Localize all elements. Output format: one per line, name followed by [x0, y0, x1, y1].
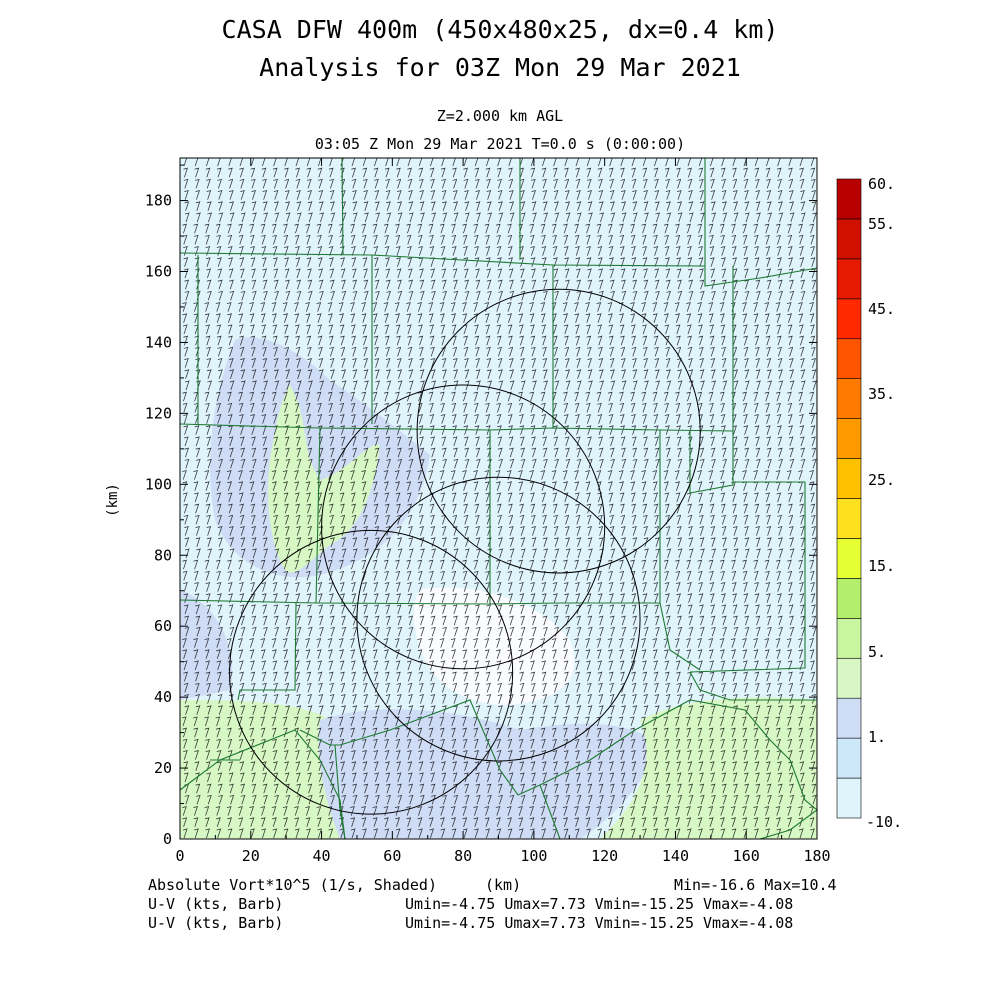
- county-line: [334, 744, 346, 839]
- y-axis-label: (km): [104, 483, 121, 517]
- x-tick-label: 160: [733, 847, 760, 865]
- level-label: Z=2.000 km AGL: [436, 107, 564, 125]
- y-tick-label: 140: [145, 333, 172, 351]
- colorbar: 60. 55. 45. 35. 25. 15. 5. 1. -10.: [836, 175, 902, 831]
- colorbar-label: 25.: [868, 471, 895, 489]
- y-tick-label: 100: [145, 475, 172, 493]
- vorticity-green-region-se: [600, 697, 817, 839]
- x-tick-label: 140: [662, 847, 689, 865]
- vorticity-blue-region-south: [318, 709, 660, 839]
- county-line: [341, 158, 344, 256]
- x-axis-ticks: 0 20 40 60 80 100 120 140 160 180: [175, 158, 831, 865]
- colorbar-label: 45.: [868, 300, 895, 318]
- colorbar-label: -10.: [866, 813, 902, 831]
- colorbar-label: 60.: [868, 175, 895, 193]
- valid-time-label: 03:05 Z Mon 29 Mar 2021 T=0.0 s (0:00:00…: [314, 135, 686, 153]
- county-line: [180, 423, 734, 432]
- colorbar-swatch: [836, 697, 862, 739]
- y-tick-label: 120: [145, 404, 172, 422]
- colorbar-swatch: [836, 338, 862, 379]
- vector2-name: U-V (kts, Barb): [148, 914, 284, 932]
- wind-barb-field: [181, 158, 817, 839]
- y-tick-label: 60: [154, 617, 172, 635]
- vorticity-blue-region-nw: [210, 337, 430, 578]
- field-name-label: Absolute Vort*10^5 (1/s, Shaded): [148, 876, 437, 894]
- x-tick-label: 40: [313, 847, 331, 865]
- y-tick-label: 0: [163, 830, 172, 848]
- radar-range-ring: [356, 476, 641, 762]
- radar-range-ring: [321, 384, 606, 670]
- y-tick-label: 40: [154, 688, 172, 706]
- x-tick-label: 60: [383, 847, 401, 865]
- county-line: [689, 481, 806, 673]
- colorbar-swatch: [836, 418, 862, 459]
- x-tick-label: 120: [591, 847, 618, 865]
- colorbar-swatch: [836, 657, 862, 699]
- county-line: [689, 671, 817, 701]
- vector2-stats: Umin=-4.75 Umax=7.73 Vmin=-15.25 Vmax=-4…: [405, 914, 794, 932]
- county-line: [689, 266, 734, 494]
- county-line: [539, 784, 561, 839]
- colorbar-swatch: [836, 258, 862, 300]
- colorbar-label: 55.: [868, 215, 895, 233]
- y-tick-label: 180: [145, 192, 172, 210]
- vector1-stats: Umin=-4.75 Umax=7.73 Vmin=-15.25 Vmax=-4…: [405, 895, 794, 913]
- chart-title: CASA DFW 400m (450x480x25, dx=0.4 km): [221, 15, 779, 44]
- colorbar-label: 5.: [868, 643, 886, 661]
- vorticity-green-blob-north: [268, 385, 380, 573]
- x-tick-label: 20: [242, 847, 260, 865]
- minmax-label: Min=-16.6 Max=10.4: [674, 876, 837, 894]
- y-tick-label: 80: [154, 546, 172, 564]
- radar-range-ring: [229, 529, 514, 815]
- county-line: [659, 430, 701, 671]
- county-line: [237, 602, 297, 701]
- colorbar-swatch: [836, 618, 862, 659]
- colorbar-label: 15.: [868, 557, 895, 575]
- colorbar-swatch: [836, 178, 862, 220]
- colorbar-swatch: [836, 298, 862, 340]
- county-line: [759, 809, 817, 839]
- x-tick-label: 0: [175, 847, 184, 865]
- vorticity-green-region-sw: [180, 700, 340, 839]
- x-tick-label: 100: [520, 847, 547, 865]
- colorbar-swatch: [836, 218, 862, 260]
- wind-barbs: [181, 158, 817, 839]
- y-tick-label: 20: [154, 759, 172, 777]
- y-tick-label: 160: [145, 263, 172, 281]
- county-line: [315, 427, 321, 604]
- colorbar-swatch: [836, 578, 862, 619]
- y-axis-ticks: 0 20 40 60 80 100 120 140 160 180: [145, 164, 817, 848]
- x-tick-label: 180: [803, 847, 830, 865]
- county-line: [299, 699, 817, 811]
- county-line: [180, 729, 346, 839]
- x-tick-label: 80: [454, 847, 472, 865]
- colorbar-swatch: [836, 777, 862, 819]
- chart-subtitle: Analysis for 03Z Mon 29 Mar 2021: [259, 53, 741, 82]
- radar-range-rings: [229, 288, 701, 815]
- colorbar-swatch: [836, 538, 862, 579]
- colorbar-label: 35.: [868, 385, 895, 403]
- radar-range-ring: [416, 288, 701, 574]
- colorbar-label: 1.: [868, 728, 886, 746]
- county-boundaries: [180, 158, 817, 839]
- colorbar-swatch: [836, 498, 862, 539]
- county-line: [180, 599, 660, 605]
- colorbar-swatch: [836, 737, 862, 779]
- colorbar-swatch: [836, 378, 862, 419]
- colorbar-swatch: [836, 458, 862, 499]
- x-axis-label: (km): [485, 876, 522, 894]
- vector1-name: U-V (kts, Barb): [148, 895, 284, 913]
